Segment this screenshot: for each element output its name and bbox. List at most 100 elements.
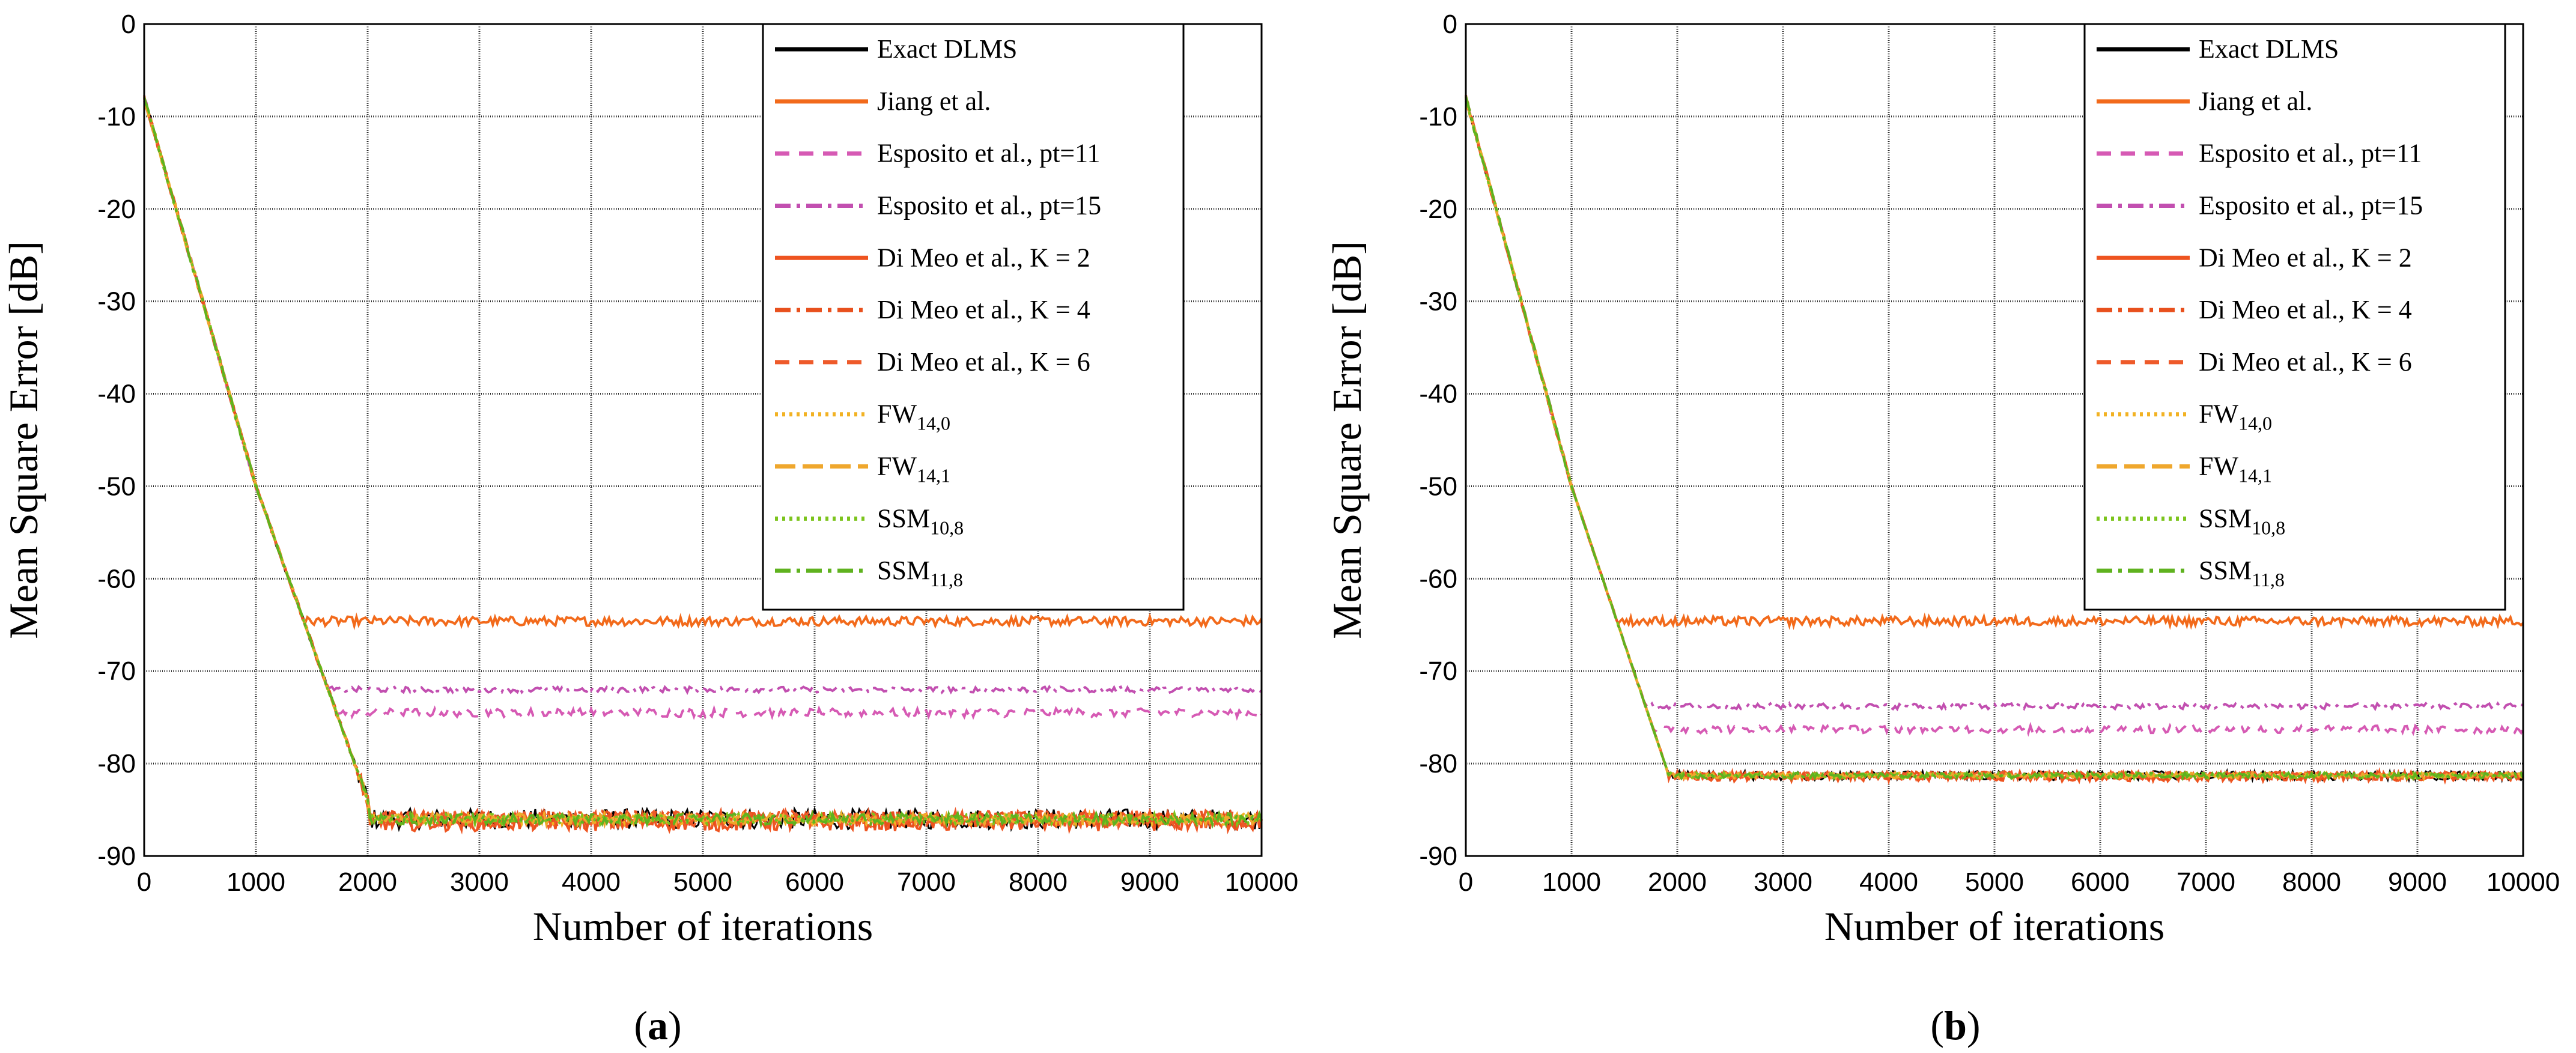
legend-label-sub: 14,1 (2238, 465, 2272, 487)
legend-label-jiang: Jiang et al. (2199, 86, 2312, 116)
panel-caption-a: (a) (634, 1003, 682, 1048)
y-tick-label: -80 (97, 749, 136, 778)
y-axis-title: Mean Square Error [dB] (1324, 241, 1370, 639)
x-tick-label: 5000 (673, 867, 732, 897)
legend-label-main: Di Meo et al., K = 4 (2199, 295, 2412, 324)
x-tick-label: 9000 (1120, 867, 1179, 897)
y-tick-label: -80 (1419, 749, 1457, 778)
legend-label-dimeo6: Di Meo et al., K = 6 (877, 347, 1090, 377)
legend-label-sub: 14,0 (2238, 413, 2272, 434)
x-tick-label: 10000 (1225, 867, 1298, 897)
legend: Exact DLMS Jiang et al. Esposito et al., p… (762, 23, 1185, 611)
y-tick-label: -90 (1419, 842, 1457, 871)
legend-label-sub: 14,1 (917, 465, 950, 487)
grid (144, 24, 1262, 856)
legend-label-esposito11: Esposito et al., pt=11 (877, 139, 1101, 168)
legend-box (762, 23, 1185, 611)
legend-label-dimeo6: Di Meo et al., K = 6 (2199, 347, 2412, 377)
x-tick-label: 3000 (1754, 867, 1812, 897)
legend-label-main: FW (2199, 399, 2238, 429)
series-line-ssm118 (1465, 96, 2524, 781)
legend-label-main: SSM (877, 556, 930, 585)
legend-label-dimeo2: Di Meo et al., K = 2 (2199, 243, 2412, 272)
x-tick-label: 0 (137, 867, 151, 897)
legend-label-fw140: FW14,0 (877, 399, 950, 434)
y-tick-label: -30 (97, 287, 136, 317)
x-tick-label: 2000 (338, 867, 397, 897)
legend-label-fw141: FW14,1 (877, 452, 950, 487)
x-tick-label: 8000 (1009, 867, 1068, 897)
legend-label-main: Di Meo et al., K = 6 (2199, 347, 2412, 377)
x-tick-label: 9000 (2388, 867, 2447, 897)
y-tick-label: -10 (97, 102, 136, 132)
series-line-esposito11 (1465, 100, 2524, 737)
legend-label-main: Exact DLMS (2199, 34, 2339, 64)
series-group (1465, 95, 2524, 786)
legend-label-main: Di Meo et al., K = 2 (877, 243, 1090, 272)
legend-label-fw141: FW14,1 (2199, 452, 2272, 487)
legend-label-ssm108: SSM10,8 (877, 503, 964, 538)
panel-caption-b-letter: b (1944, 1003, 1967, 1048)
legend-label-sub: 11,8 (2252, 569, 2285, 590)
y-tick-label: -50 (1419, 472, 1457, 501)
x-tick-label: 1000 (1542, 867, 1601, 897)
y-tick-label: 0 (121, 10, 136, 39)
legend-label-main: Exact DLMS (877, 34, 1017, 64)
y-axis-title: Mean Square Error [dB] (1, 241, 46, 639)
plot-frame (1465, 23, 2524, 857)
y-tick-label: -20 (1419, 195, 1457, 224)
legend-label-main: Di Meo et al., K = 2 (2199, 243, 2412, 272)
x-tick-label: 10000 (2486, 867, 2560, 897)
legend-label-main: SSM (877, 503, 930, 533)
legend-label-main: FW (2199, 452, 2238, 481)
legend-label-fw140: FW14,0 (2199, 399, 2272, 434)
legend-label-esposito11: Esposito et al., pt=11 (2199, 139, 2422, 168)
legend-label-ssm108: SSM10,8 (2199, 503, 2285, 538)
legend-label-jiang: Jiang et al. (877, 86, 991, 116)
legend-label-main: Di Meo et al., K = 4 (877, 295, 1090, 324)
grid (1466, 24, 2523, 856)
chart-panel-b: 0 1000 2000 3000 4000 5000 6000 7000 8000 9000 100… (1324, 10, 2560, 949)
series-line-ssm118 (143, 97, 1263, 829)
series-line-jiang (1465, 100, 2524, 630)
x-tick-label: 1000 (226, 867, 285, 897)
legend-label-ssm118: SSM11,8 (877, 556, 963, 590)
x-tick-label: 6000 (2071, 867, 2130, 897)
legend-label-main: SSM (2199, 556, 2252, 585)
series-line-jiang (143, 100, 1263, 631)
legend-box (2083, 23, 2506, 611)
y-tick-label: -60 (97, 564, 136, 593)
y-tick-label: -40 (1419, 380, 1457, 409)
series-line-ssm108 (1465, 97, 2524, 781)
legend-label-main: Jiang et al. (2199, 86, 2312, 116)
x-tick-label: 4000 (562, 867, 621, 897)
y-tick-label: -40 (97, 380, 136, 409)
legend-label-main: Esposito et al., pt=15 (877, 190, 1101, 220)
y-tick-label: -70 (97, 657, 136, 686)
plot-frame (143, 23, 1263, 857)
series-line-fw141 (143, 97, 1263, 830)
series-line-esposito15 (143, 97, 1262, 695)
legend-label-esposito15: Esposito et al., pt=15 (877, 190, 1101, 220)
y-tick-label: -10 (1419, 102, 1457, 132)
legend-label-dimeo4: Di Meo et al., K = 4 (877, 295, 1090, 324)
x-tick-label: 0 (1459, 867, 1473, 897)
series-group (143, 95, 1263, 835)
legend-label-sub: 14,0 (917, 413, 950, 434)
legend-label-ssm118: SSM11,8 (2199, 556, 2285, 590)
x-axis-title: Number of iterations (533, 903, 873, 949)
legend-label-dimeo2: Di Meo et al., K = 2 (877, 243, 1090, 272)
legend-label-main: Esposito et al., pt=11 (2199, 139, 2422, 168)
y-tick-label: -60 (1419, 564, 1457, 593)
x-axis-title: Number of iterations (1824, 903, 2165, 949)
y-tick-label: -50 (97, 472, 136, 501)
legend-label-main: Di Meo et al., K = 6 (877, 347, 1090, 377)
legend-label-sub: 10,8 (930, 517, 964, 538)
x-tick-label: 6000 (785, 867, 844, 897)
legend: Exact DLMS Jiang et al. Esposito et al., p… (2083, 23, 2506, 611)
y-tick-label: -70 (1419, 657, 1457, 686)
x-tick-label: 3000 (450, 867, 509, 897)
x-tick-label: 7000 (897, 867, 956, 897)
x-tick-label: 5000 (1965, 867, 2024, 897)
